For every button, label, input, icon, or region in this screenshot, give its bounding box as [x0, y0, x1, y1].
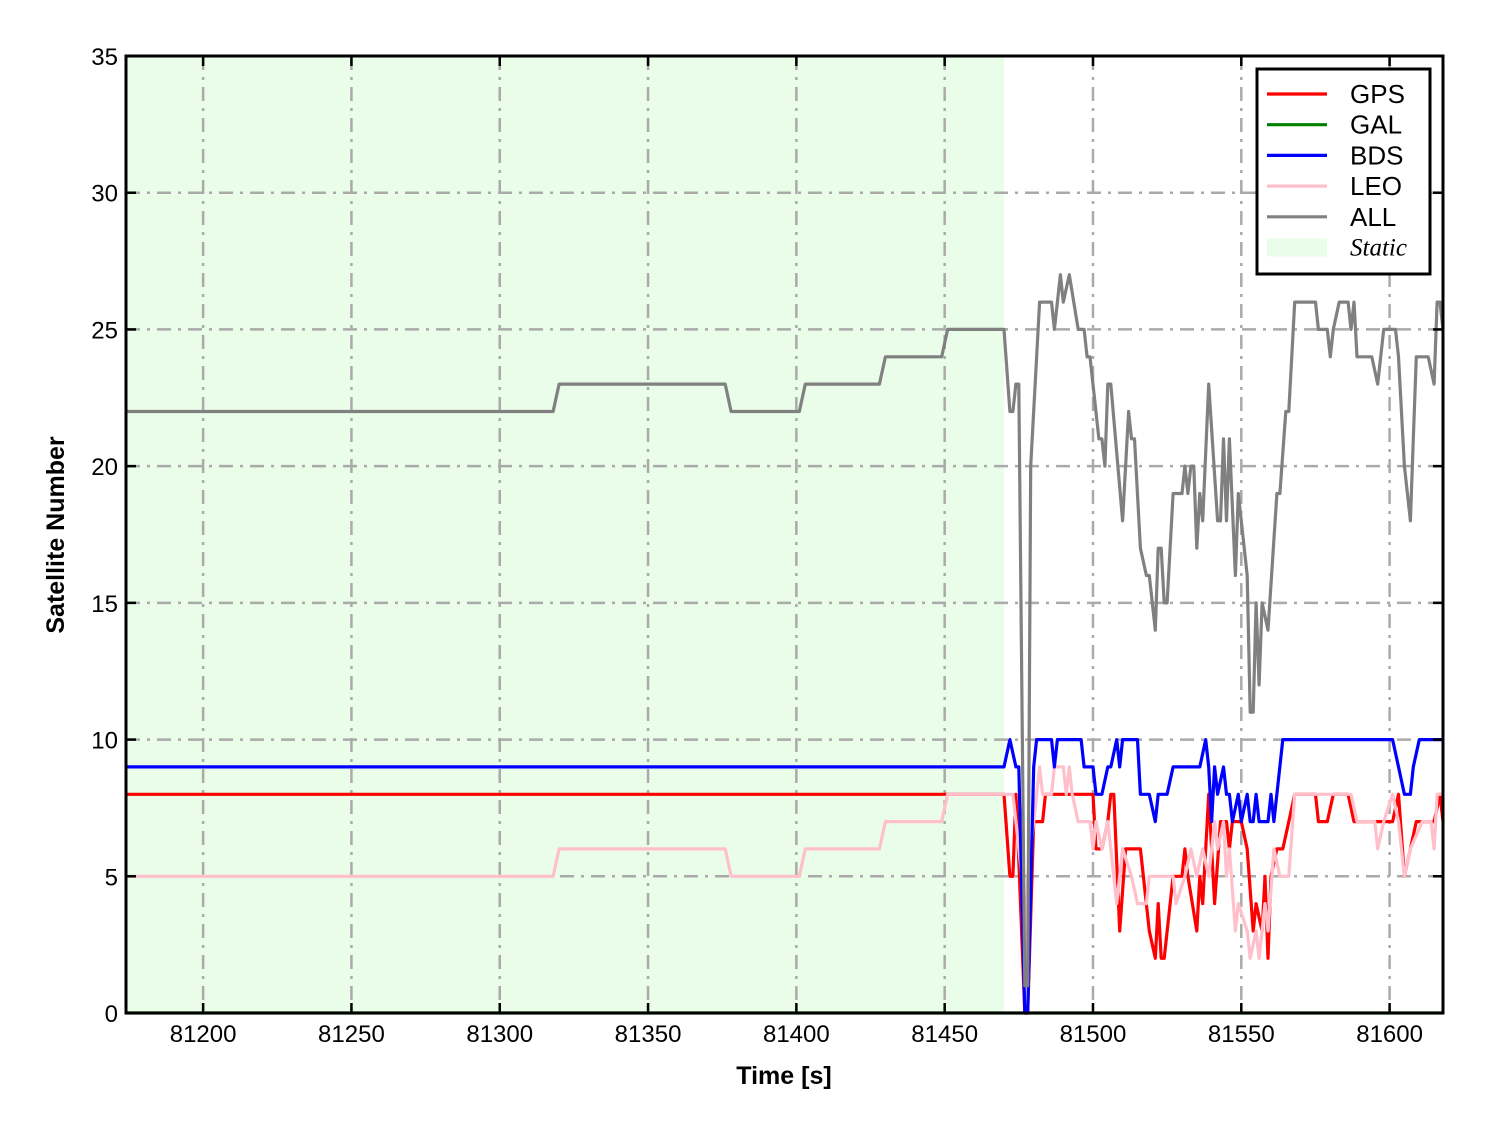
legend-label-static: Static	[1350, 235, 1407, 262]
x-tick-label: 81550	[1208, 1021, 1275, 1048]
y-axis-label: Satellite Number	[42, 436, 70, 634]
y-tick-label: 25	[91, 317, 118, 344]
y-tick-label: 10	[91, 728, 118, 755]
series-line-bds	[126, 738, 1443, 1015]
legend-label-bds: BDS	[1350, 140, 1403, 170]
legend-label-leo: LEO	[1350, 171, 1402, 201]
x-axis-label: Time [s]	[736, 1062, 831, 1090]
series-line-leo	[126, 765, 1443, 988]
y-tick-label: 35	[91, 44, 118, 71]
x-tick-label: 81450	[911, 1021, 978, 1048]
series-line-all	[126, 273, 1445, 988]
y-tick-label: 20	[91, 454, 118, 481]
x-tick-label: 81200	[170, 1021, 237, 1048]
series-line-gps	[126, 792, 1445, 1015]
y-tick-label: 15	[91, 591, 118, 618]
x-tick-label: 81250	[318, 1021, 385, 1048]
y-tick-label: 30	[91, 181, 118, 208]
static-region	[126, 56, 1004, 1013]
x-tick-label: 81300	[466, 1021, 533, 1048]
plot-frame	[124, 54, 1445, 1015]
legend-label-all: ALL	[1350, 202, 1396, 232]
y-tick-label: 0	[105, 1001, 118, 1028]
x-tick-label: 81500	[1060, 1021, 1127, 1048]
legend-swatch-static	[1267, 238, 1327, 257]
legend-label-gal: GAL	[1350, 110, 1402, 140]
x-tick-label: 81400	[763, 1021, 830, 1048]
x-tick-label: 81600	[1356, 1021, 1423, 1048]
legend-label-gps: GPS	[1350, 79, 1405, 109]
y-tick-label: 5	[105, 864, 118, 891]
x-tick-label: 81350	[615, 1021, 682, 1048]
